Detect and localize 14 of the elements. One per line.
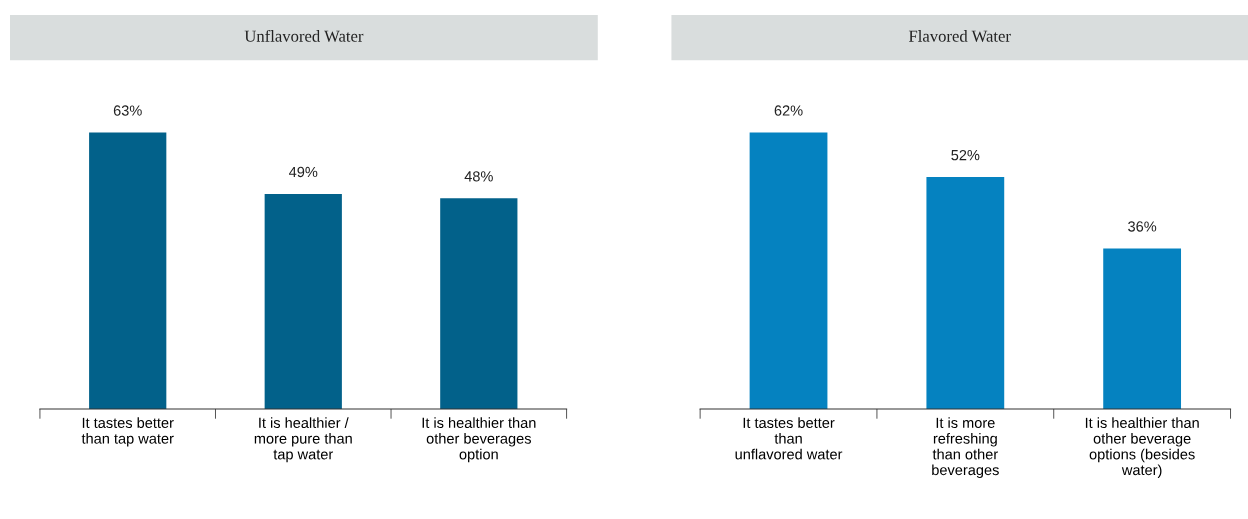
data-label: 49%	[289, 166, 318, 178]
data-label: 62%	[774, 105, 803, 116]
x-tick-label: It tastes better than unflavored water	[735, 417, 843, 460]
x-tick-label: It is healthier / more pure than tap water	[254, 417, 352, 463]
x-tick-label: It is healthier than other beverage options (besides water)	[1085, 417, 1199, 479]
x-tick-label: It is more refreshing than other beverages	[932, 417, 999, 479]
chart-title: Flavored Water	[908, 30, 1011, 42]
data-label: 36%	[1128, 221, 1157, 232]
data-label: 52%	[951, 149, 980, 161]
data-label: 63%	[113, 105, 142, 116]
x-tick-label: It is healthier than other beverages option	[422, 417, 536, 463]
chart-title: Unflavored Water	[244, 29, 364, 42]
data-label: 48%	[464, 171, 493, 182]
x-tick-label: It tastes better than tap water	[81, 417, 174, 447]
